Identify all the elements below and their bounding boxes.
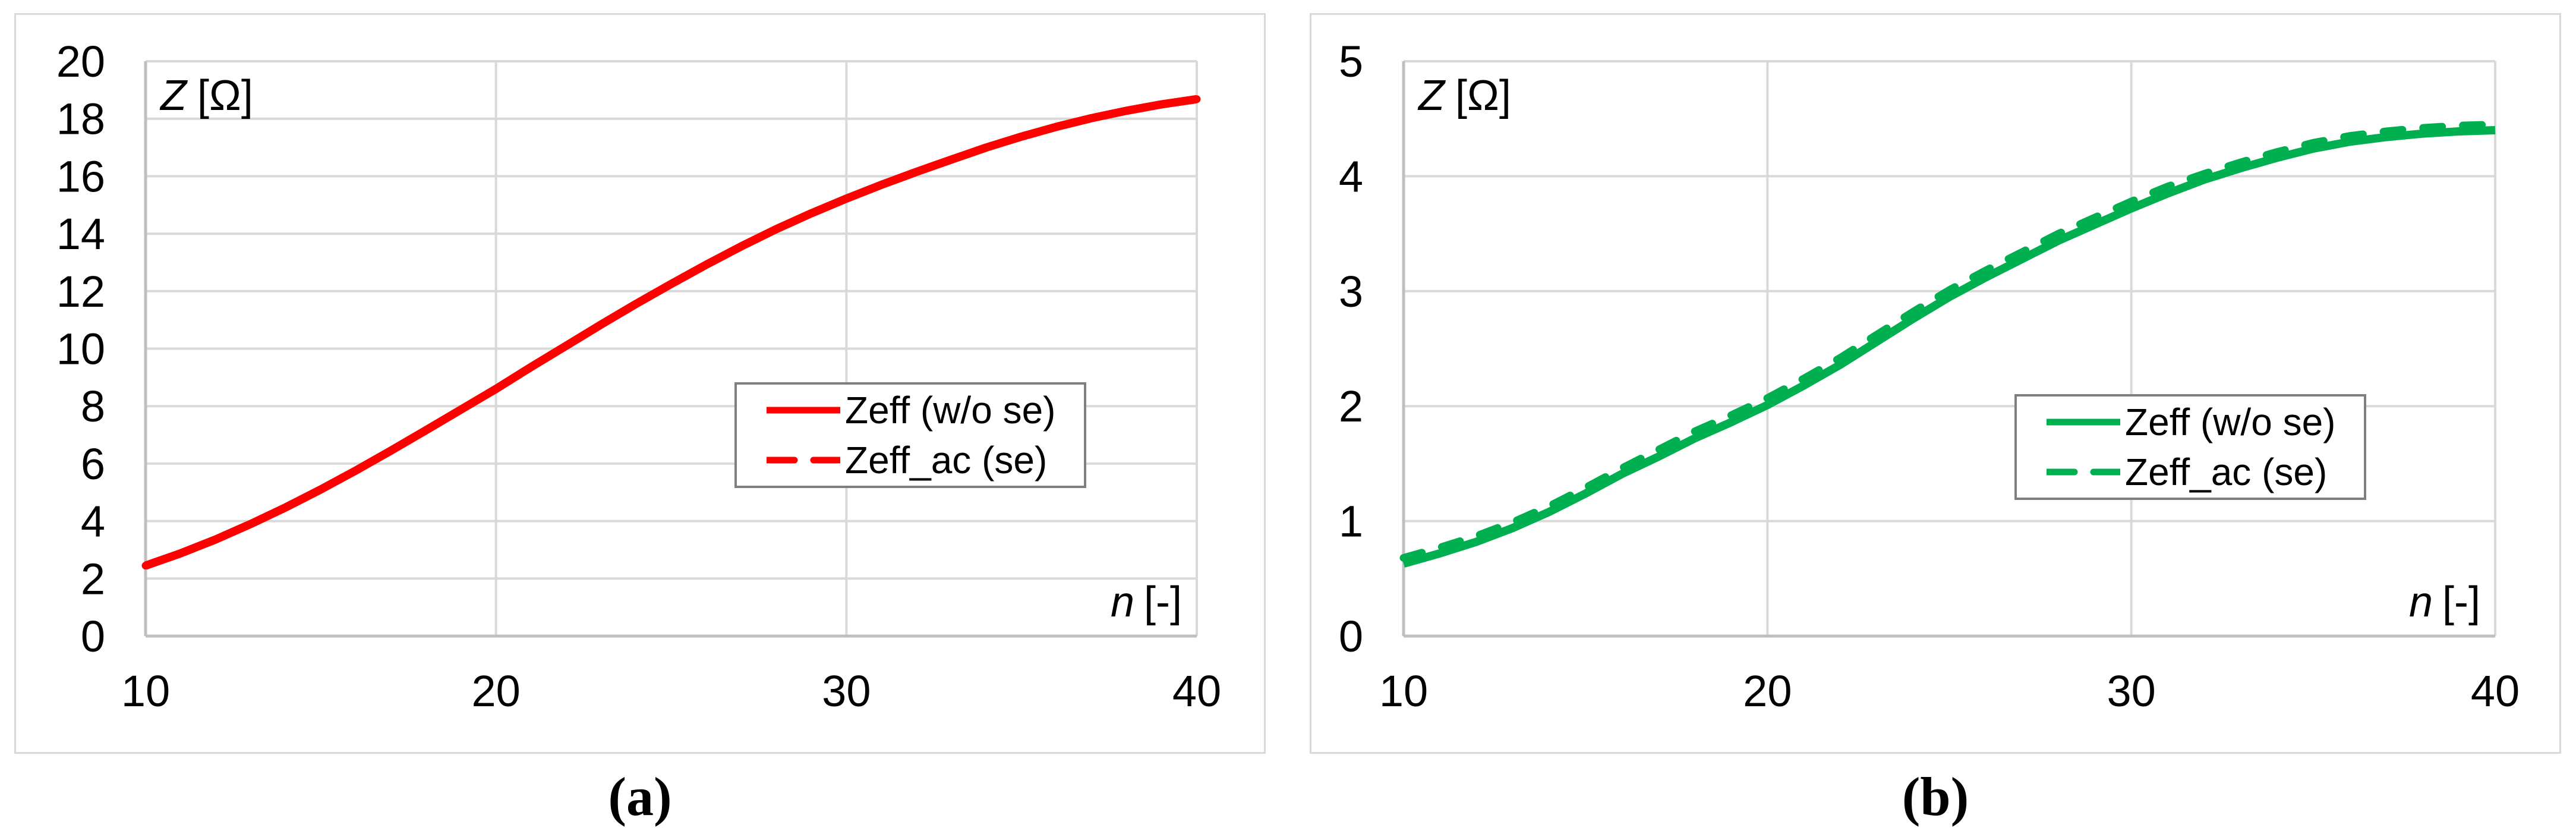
y-tick-label: 4 xyxy=(1339,152,1363,201)
y-tick-label: 2 xyxy=(81,554,105,603)
x-tick-label: 40 xyxy=(2471,666,2520,716)
x-axis-unit: [-] xyxy=(1144,578,1182,626)
x-tick-label: 40 xyxy=(1172,666,1221,716)
legend-dashed-line-sample xyxy=(2047,468,2120,476)
y-tick-label: 8 xyxy=(81,382,105,431)
y-tick-label: 0 xyxy=(81,612,105,661)
x-axis-variable: n xyxy=(2408,578,2433,626)
legend-label-dashed: Zeff_ac (se) xyxy=(2125,451,2328,494)
y-tick-label: 1 xyxy=(1339,497,1363,546)
y-axis-title-a: Z [Ω] xyxy=(160,74,253,117)
x-tick-label: 20 xyxy=(472,666,521,716)
legend-label-solid: Zeff (w/o se) xyxy=(845,388,1056,432)
y-tick-label: 2 xyxy=(1339,382,1363,431)
series-dashed xyxy=(141,95,1201,569)
x-axis-title-b: n [-] xyxy=(1311,581,2480,624)
x-axis-variable: n xyxy=(1110,578,1135,626)
legend-entry-solid: Zeff (w/o se) xyxy=(737,385,1084,435)
series-solid xyxy=(1402,126,2496,568)
y-tick-label: 12 xyxy=(56,267,105,316)
series-dashed xyxy=(1399,120,2499,562)
chart-a-plot: 0 2 4 6 8 10 12 14 16 18 20 10 20 30 40 xyxy=(56,37,1221,716)
x-tick-label: 10 xyxy=(1379,666,1428,716)
x-tick-label: 30 xyxy=(2107,666,2156,716)
y-axis-unit: [Ω] xyxy=(1455,72,1511,119)
legend-a: Zeff (w/o se) Zeff_ac (se) xyxy=(734,382,1086,488)
y-tick-label: 5 xyxy=(1339,37,1363,86)
legend-dashed-line-sample xyxy=(767,457,840,464)
legend-entry-solid: Zeff (w/o se) xyxy=(2017,397,2364,447)
y-tick-label: 18 xyxy=(56,95,105,144)
y-tick-label: 0 xyxy=(1339,612,1363,661)
y-axis-variable: Z xyxy=(1418,72,1445,119)
y-axis-unit: [Ω] xyxy=(197,72,253,119)
caption-b: (b) xyxy=(1902,766,1969,827)
legend-label-solid: Zeff (w/o se) xyxy=(2125,400,2336,443)
x-axis-unit: [-] xyxy=(2442,578,2480,626)
legend-entry-dashed: Zeff_ac (se) xyxy=(737,435,1084,485)
panel-a: 0 2 4 6 8 10 12 14 16 18 20 10 20 30 40 Z [Ω] n [-] Zeff… xyxy=(14,13,1266,754)
legend-solid-line-sample xyxy=(2047,418,2120,426)
y-tick-label: 20 xyxy=(56,37,105,86)
y-tick-label: 3 xyxy=(1339,267,1363,316)
legend-entry-dashed: Zeff_ac (se) xyxy=(2017,447,2364,497)
caption-a: (a) xyxy=(608,766,672,827)
y-tick-label: 4 xyxy=(81,497,105,546)
chart-b-plot: 0 1 2 3 4 5 10 20 30 40 xyxy=(1339,37,2520,716)
x-tick-label: 30 xyxy=(822,666,871,716)
x-tick-label: 10 xyxy=(121,666,170,716)
y-tick-label: 16 xyxy=(56,152,105,201)
y-tick-label: 6 xyxy=(81,439,105,489)
legend-b: Zeff (w/o se) Zeff_ac (se) xyxy=(2014,394,2366,500)
legend-solid-line-sample xyxy=(767,407,840,414)
x-tick-label: 20 xyxy=(1743,666,1792,716)
y-axis-title-b: Z [Ω] xyxy=(1418,74,1511,117)
panel-b: 0 1 2 3 4 5 10 20 30 40 Z [Ω] n [-] Zeff (w/o se) Z… xyxy=(1310,13,2561,754)
legend-label-dashed: Zeff_ac (se) xyxy=(845,439,1048,482)
y-axis-variable: Z xyxy=(160,72,187,119)
x-axis-title-a: n [-] xyxy=(16,581,1182,624)
y-tick-label: 10 xyxy=(56,325,105,374)
y-tick-label: 14 xyxy=(56,209,105,259)
